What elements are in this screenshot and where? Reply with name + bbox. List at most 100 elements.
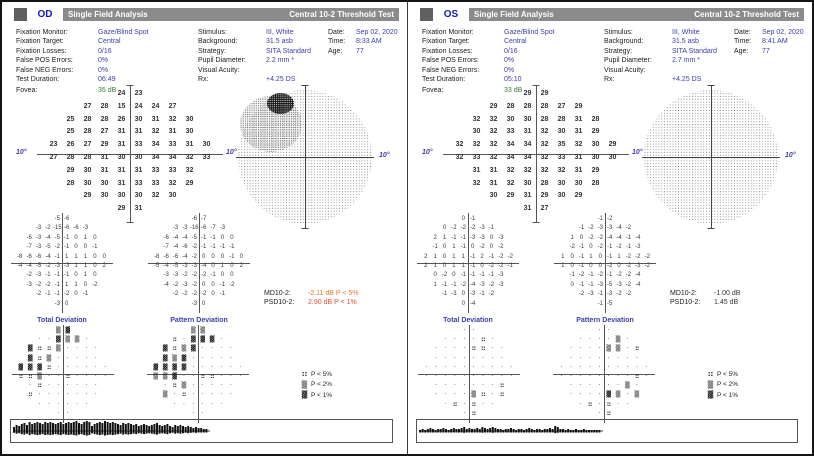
probability-symbol: · [76, 372, 79, 380]
probability-symbol: ▒ [172, 354, 177, 362]
probability-symbol: · [94, 345, 97, 353]
total-deviation-value: -6 [73, 225, 79, 232]
probability-symbol: :: [634, 372, 639, 380]
total-deviation-value: -1 [64, 272, 70, 279]
threshold-value: 31 [117, 128, 126, 136]
pattern-deviation-value: -2 [578, 272, 585, 279]
param-value: 77 [762, 47, 770, 55]
pattern-deviation-value: -2 [597, 234, 603, 241]
threshold-value: 30 [117, 192, 126, 200]
probability-symbol: ▒ [153, 372, 159, 380]
probability-symbol: · [66, 363, 69, 371]
probability-symbol: · [435, 354, 438, 362]
probability-symbol: :: [606, 409, 611, 417]
total-deviation-value: -2 [460, 225, 466, 232]
threshold-value: 32 [540, 166, 549, 174]
threshold-value: 32 [540, 128, 549, 136]
pattern-deviation-value: -2 [191, 272, 197, 279]
probability-symbol: · [635, 363, 638, 371]
probability-symbol: · [444, 345, 447, 353]
probability-symbol: :: [481, 345, 485, 353]
param-label: Test Duration: [422, 76, 466, 83]
pattern-deviation-value: 0 [598, 262, 602, 269]
pattern-deviation-value: -3 [182, 281, 188, 288]
total-deviation-value: -4 [17, 262, 23, 269]
total-deviation-value: -3 [470, 291, 476, 298]
pattern-deviation-value: -2 [182, 291, 188, 298]
total-deviation-value: -3 [451, 291, 457, 298]
total-deviation-value: 1 [65, 281, 69, 288]
pattern-deviation-value: -2 [588, 234, 594, 241]
probability-symbol: · [66, 391, 69, 399]
total-deviation-value: -5 [54, 234, 60, 241]
total-deviation-value: -1 [460, 234, 466, 241]
pattern-deviation-value: -2 [201, 272, 207, 279]
param-label: Date: [734, 29, 751, 36]
param-value: III, White [266, 29, 294, 36]
grayscale-plot [236, 85, 374, 229]
probability-legend-symbol: :: [707, 370, 714, 378]
param-label: Fixation Monitor: [16, 29, 68, 36]
threshold-sensitivity-grid: 29 29 29 28 28 28 27 29 32 32 30 30 28 28 31 28 30 32 33 31… [443, 85, 629, 223]
total-deviation-value: -2 [35, 281, 42, 288]
probability-symbol: :: [499, 391, 504, 399]
threshold-value: 28 [540, 115, 549, 123]
axis-top-tick [532, 85, 540, 86]
param-value: 8:41 AM [762, 38, 788, 46]
pattern-deviation-value: 1 [570, 234, 574, 241]
param-label: Fixation Target: [422, 38, 470, 46]
pattern-deviation-value: -2 [172, 281, 179, 288]
psd-value: 2.90 dB P < 1% [308, 299, 357, 306]
param-label: Strategy: [604, 47, 633, 55]
threshold-value: 32 [168, 115, 177, 123]
probability-symbol: · [472, 372, 475, 380]
probability-symbol: · [85, 354, 88, 362]
probability-symbol: ▓ [181, 354, 187, 362]
total-deviation-value: 0 [83, 281, 88, 288]
probability-symbol: · [607, 382, 610, 390]
probability-legend-item: ▓ P < 1% [298, 391, 332, 399]
threshold-value: 28 [591, 115, 600, 123]
axis-bottom-tick [532, 222, 540, 223]
total-deviation-value: -3 [479, 281, 485, 288]
probability-symbol: · [617, 354, 620, 362]
param-label: Age: [328, 47, 343, 55]
probability-symbol: · [85, 382, 88, 390]
probability-symbol: · [588, 391, 591, 399]
threshold-value: 29 [574, 102, 583, 110]
probability-symbol: · [85, 345, 88, 353]
total-deviation-title: Total Deviation [37, 317, 87, 324]
total-deviation-grid: -5 -6 -3 -2 -15 -6 -6 -3 -6 -3 -4 -5 -1 0 1 0 -7 -3 -5 -2 -1… [11, 213, 113, 313]
total-deviation-value: -1 [460, 244, 466, 251]
probability-symbol: · [220, 372, 223, 380]
probability-symbol: :: [172, 336, 177, 344]
total-deviation-value: 1 [452, 253, 456, 260]
total-deviation-value: 1 [83, 272, 88, 279]
probability-symbol: ▒ [181, 382, 187, 390]
probability-symbol: :: [606, 400, 611, 408]
threshold-value: 32 [168, 179, 177, 187]
probability-symbol: · [463, 345, 466, 353]
threshold-value: 23 [49, 141, 58, 149]
total-deviation-value: 2 [424, 262, 428, 269]
eye-label: OS [436, 8, 466, 21]
threshold-value: 30 [185, 128, 194, 136]
pattern-deviation-title: Pattern Deviation [576, 317, 634, 324]
total-deviation-value: -1 [470, 262, 476, 269]
threshold-value: 31 [489, 179, 498, 187]
probability-symbol: :: [28, 372, 33, 380]
threshold-value: 26 [66, 141, 75, 149]
threshold-value: 30 [523, 179, 532, 187]
param-label: Fixation Losses: [422, 47, 473, 55]
pattern-deviation-value: -3 [191, 262, 197, 269]
pattern-deviation-value: -3 [182, 262, 188, 269]
threshold-axis-left-label: 10° [16, 149, 27, 156]
probability-symbol: · [435, 372, 438, 380]
probability-symbol: · [579, 391, 582, 399]
probability-symbol: · [229, 363, 232, 371]
probability-symbol: · [463, 327, 466, 334]
probability-symbol: · [57, 363, 60, 371]
threshold-value: 32 [489, 141, 498, 149]
pattern-deviation-value: -7 [163, 244, 169, 251]
probability-symbol: · [182, 372, 185, 380]
